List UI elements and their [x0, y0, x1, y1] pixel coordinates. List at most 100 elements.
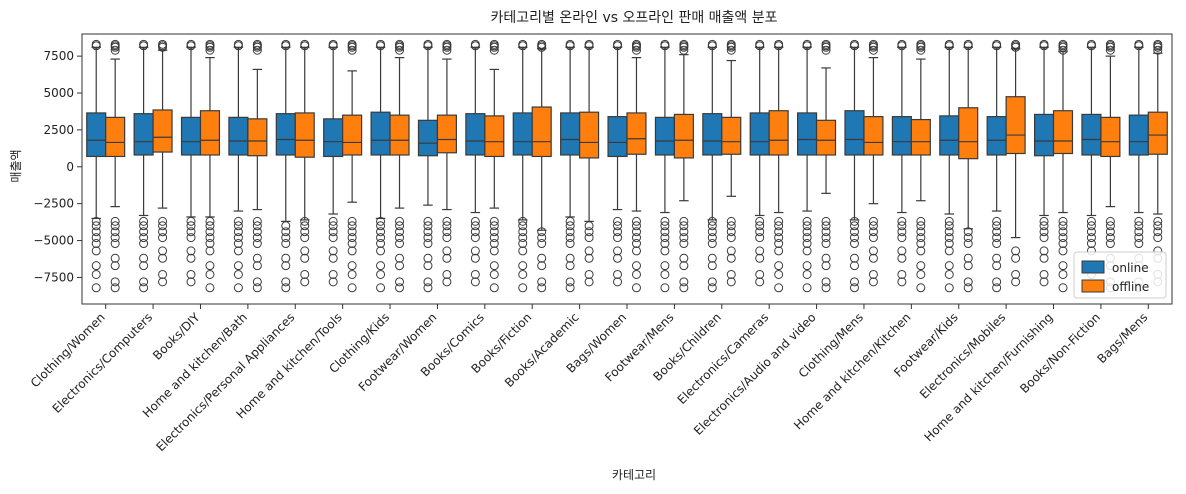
outlier-point [395, 253, 405, 263]
outlier-point [755, 277, 765, 287]
outlier-point [1134, 227, 1144, 237]
outlier-point [1039, 227, 1049, 237]
box-iqr [1128, 114, 1149, 156]
outlier-point [963, 39, 973, 49]
outlier-point [347, 45, 357, 55]
outlier-point [442, 253, 452, 263]
outlier-point [423, 216, 433, 226]
outlier-point [489, 227, 499, 237]
box-online [370, 39, 391, 293]
outlier-point [518, 39, 528, 49]
outlier-point [755, 39, 765, 49]
box-iqr [228, 116, 249, 156]
outlier-point [755, 227, 765, 237]
outlier-point [139, 239, 149, 249]
outlier-point [613, 233, 623, 243]
outlier-point [1086, 39, 1096, 49]
outlier-point [300, 39, 310, 49]
box-offline [768, 39, 789, 293]
outlier-point [518, 261, 528, 271]
outlier-point [470, 39, 480, 49]
y-tick-label: 5000 [43, 86, 74, 100]
outlier-point [707, 233, 717, 243]
outlier-point [186, 253, 196, 263]
outlier-point [300, 233, 310, 243]
outlier-point [992, 253, 1002, 263]
outlier-point [395, 221, 405, 231]
box-iqr [180, 116, 202, 156]
outlier-point [1058, 283, 1068, 293]
box-iqr [247, 118, 268, 157]
outlier-point [565, 233, 575, 243]
outlier-point [679, 39, 689, 49]
outlier-point [442, 45, 452, 55]
outlier-point [537, 253, 547, 263]
outlier-point [868, 227, 878, 237]
box-offline [484, 39, 505, 293]
box-iqr [133, 113, 154, 156]
outlier-point [110, 239, 120, 249]
outlier-point [1011, 39, 1021, 49]
y-axis-label: 매출액 [9, 149, 23, 182]
outlier-point [1058, 45, 1068, 55]
outlier-point [707, 253, 717, 263]
outlier-point [679, 283, 689, 293]
outlier-point [916, 269, 926, 279]
chart-title: 카테고리별 온라인 vs 오프라인 판매 매출액 분포 [491, 10, 778, 26]
outlier-point [1134, 239, 1144, 249]
outlier-point [1105, 45, 1115, 55]
y-tick-label: −5000 [33, 234, 74, 248]
outlier-point [518, 269, 528, 279]
outlier-point [849, 261, 859, 271]
outlier-point [849, 233, 859, 243]
legend-swatch-offline [1081, 279, 1105, 293]
outlier-point [963, 253, 973, 263]
outlier-point [1039, 233, 1049, 243]
outlier-point [1039, 269, 1049, 279]
outlier-point [821, 277, 831, 287]
outlier-point [963, 283, 973, 293]
outlier-point [1105, 239, 1115, 249]
outlier-point [442, 269, 452, 279]
box-offline [673, 39, 694, 293]
outlier-point [489, 246, 499, 256]
box-iqr [910, 118, 931, 156]
outlier-point [868, 277, 878, 287]
legend: online offline [1073, 251, 1167, 299]
outlier-point [110, 253, 120, 263]
outlier-point [992, 233, 1002, 243]
outlier-point [916, 283, 926, 293]
box-iqr [294, 112, 315, 158]
box-online [323, 39, 344, 287]
outlier-point [110, 45, 120, 55]
box-online [1081, 39, 1102, 293]
outlier-point [139, 227, 149, 237]
y-tick-label: 0 [66, 160, 74, 174]
outlier-point [802, 261, 812, 271]
outlier-point [897, 216, 907, 226]
outlier-point [821, 216, 831, 226]
outlier-point [1039, 246, 1049, 256]
outlier-point [726, 45, 736, 55]
outlier-point [868, 233, 878, 243]
outlier-point [347, 246, 357, 256]
outlier-point [1039, 277, 1049, 287]
outlier-point [631, 221, 641, 231]
box-iqr [417, 119, 439, 157]
outlier-point [470, 246, 480, 256]
outlier-point [252, 39, 262, 49]
outlier-point [679, 45, 689, 55]
outlier-point [679, 227, 689, 237]
outlier-point [584, 277, 594, 287]
outlier-point [158, 269, 168, 279]
outlier-point [537, 261, 547, 271]
outlier-point [91, 233, 101, 243]
outlier-point [91, 283, 101, 293]
box-online [844, 39, 865, 293]
outlier-point [1058, 39, 1068, 49]
outlier-point [802, 227, 812, 237]
x-tick-label: Electronics/Mobiles [917, 310, 1008, 401]
outlier-point [233, 246, 243, 256]
legend-label-offline: offline [1112, 280, 1149, 294]
outlier-point [755, 269, 765, 279]
